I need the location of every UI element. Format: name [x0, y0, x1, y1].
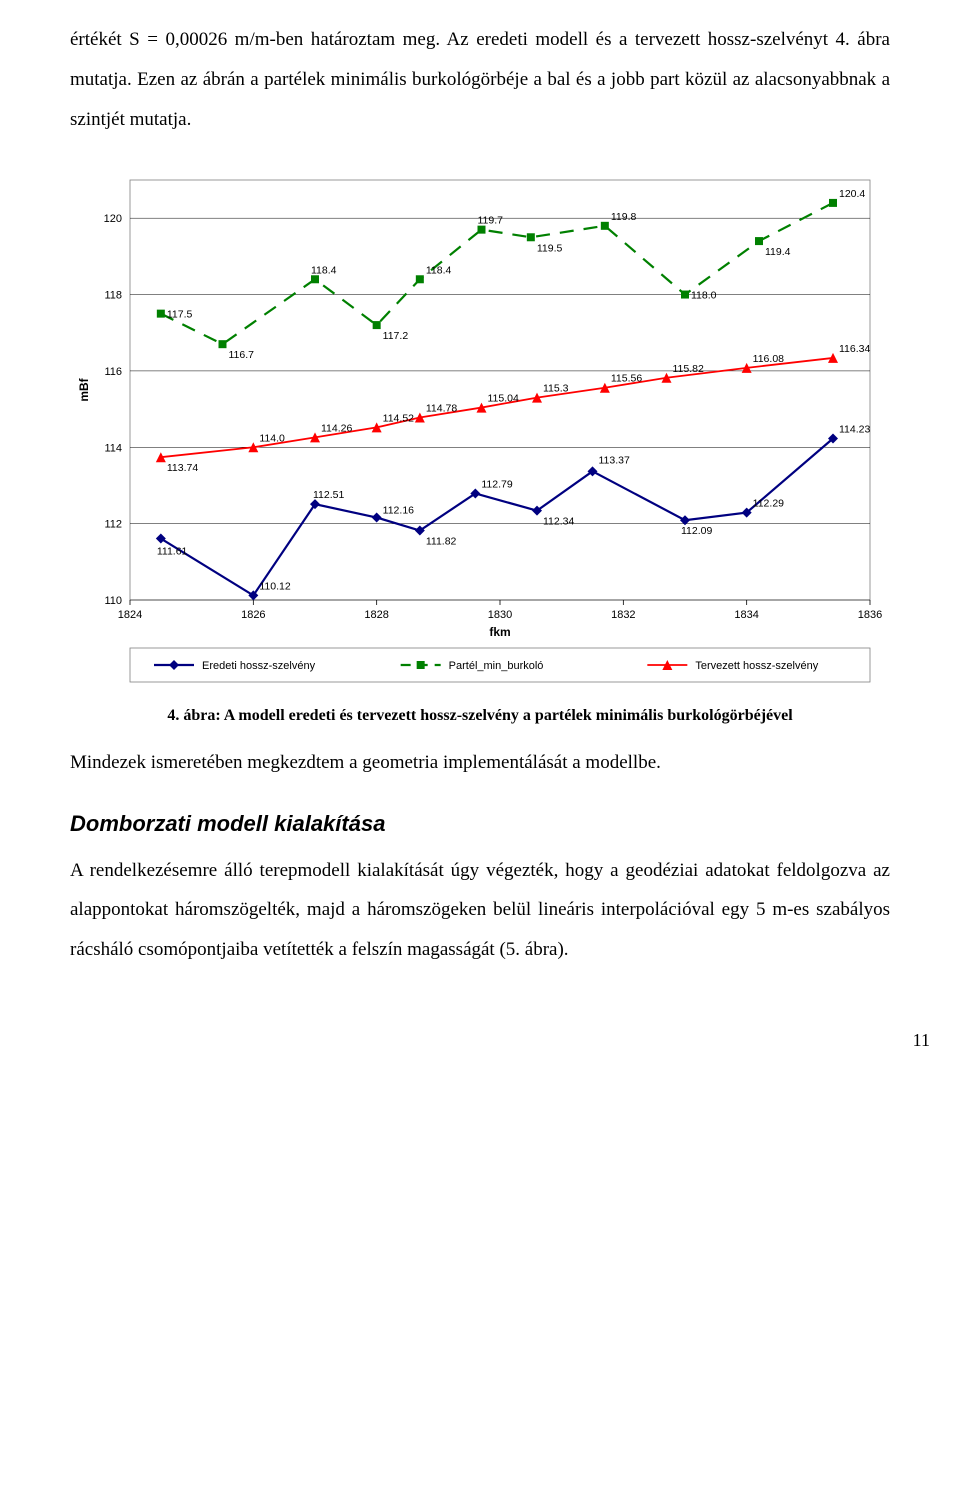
svg-text:119.4: 119.4: [765, 246, 791, 258]
svg-text:118.4: 118.4: [426, 264, 452, 276]
svg-text:116: 116: [104, 366, 122, 378]
svg-text:118.4: 118.4: [311, 264, 337, 276]
svg-text:1836: 1836: [858, 609, 882, 621]
svg-text:116.7: 116.7: [229, 349, 255, 361]
svg-text:111.61: 111.61: [157, 545, 188, 557]
svg-text:116.08: 116.08: [753, 353, 784, 365]
svg-text:1828: 1828: [364, 609, 388, 621]
paragraph-2: Mindezek ismeretében megkezdtem a geomet…: [70, 743, 890, 783]
svg-text:114: 114: [104, 442, 122, 454]
page-number: 11: [70, 1030, 930, 1051]
section-heading-domborzati: Domborzati modell kialakítása: [70, 811, 890, 837]
svg-text:112.34: 112.34: [543, 515, 574, 527]
svg-text:119.8: 119.8: [611, 210, 637, 222]
svg-text:118.0: 118.0: [691, 289, 717, 301]
svg-text:112.16: 112.16: [383, 504, 414, 516]
page-root: értékét S = 0,00026 m/m-ben határoztam m…: [0, 0, 960, 1091]
paragraph-3: A rendelkezésemre álló terepmodell kiala…: [70, 851, 890, 971]
svg-text:120.4: 120.4: [839, 188, 865, 200]
svg-text:110: 110: [104, 595, 122, 607]
svg-text:Partél_min_burkoló: Partél_min_burkoló: [449, 660, 544, 672]
svg-text:115.82: 115.82: [673, 362, 704, 374]
svg-text:Tervezett hossz-szelvény: Tervezett hossz-szelvény: [695, 660, 818, 672]
svg-text:Eredeti hossz-szelvény: Eredeti hossz-szelvény: [202, 660, 316, 672]
svg-text:113.37: 113.37: [599, 454, 630, 466]
line-chart-svg: 110 112 114 116 118 120 1824 1826 1828 1830 1832 18…: [70, 170, 890, 690]
svg-text:115.3: 115.3: [543, 382, 569, 394]
svg-text:116.34: 116.34: [839, 343, 870, 355]
svg-text:117.2: 117.2: [383, 330, 409, 342]
svg-text:115.56: 115.56: [611, 372, 642, 384]
svg-text:mBf: mBf: [77, 377, 91, 401]
svg-text:fkm: fkm: [489, 625, 510, 639]
figure-4-caption: 4. ábra: A modell eredeti és tervezett h…: [70, 707, 890, 725]
svg-text:112.29: 112.29: [753, 497, 784, 509]
svg-text:118: 118: [104, 289, 122, 301]
svg-text:112.09: 112.09: [681, 525, 712, 537]
svg-text:112.51: 112.51: [313, 489, 344, 501]
svg-text:111.82: 111.82: [426, 535, 457, 547]
svg-text:113.74: 113.74: [167, 462, 198, 474]
svg-text:114.23: 114.23: [839, 423, 870, 435]
svg-text:110.12: 110.12: [259, 580, 290, 592]
svg-text:1834: 1834: [734, 609, 758, 621]
svg-text:114.78: 114.78: [426, 402, 457, 414]
svg-text:114.52: 114.52: [383, 412, 414, 424]
svg-text:114.0: 114.0: [259, 432, 285, 444]
svg-text:1830: 1830: [488, 609, 512, 621]
svg-text:1826: 1826: [241, 609, 265, 621]
svg-text:1824: 1824: [118, 609, 142, 621]
figure-4-chart: 110 112 114 116 118 120 1824 1826 1828 1830 1832 18…: [70, 170, 890, 695]
svg-text:112: 112: [104, 518, 122, 530]
svg-text:114.26: 114.26: [321, 422, 352, 434]
svg-text:115.04: 115.04: [488, 392, 519, 404]
svg-text:119.5: 119.5: [537, 242, 563, 254]
svg-text:1832: 1832: [611, 609, 635, 621]
svg-text:112.79: 112.79: [481, 478, 512, 490]
paragraph-1: értékét S = 0,00026 m/m-ben határoztam m…: [70, 20, 890, 140]
svg-text:120: 120: [104, 213, 122, 225]
svg-text:119.7: 119.7: [478, 214, 504, 226]
svg-text:117.5: 117.5: [167, 308, 193, 320]
